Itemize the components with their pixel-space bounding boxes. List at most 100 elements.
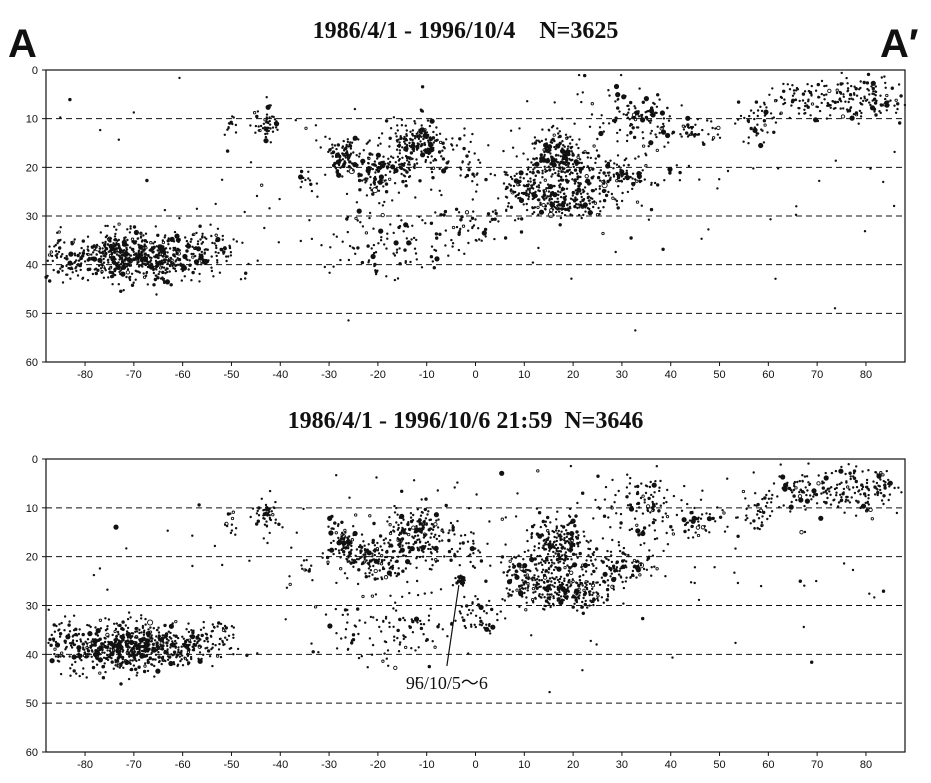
hypocenter-point <box>228 122 231 126</box>
hypocenter-point <box>392 549 395 553</box>
hypocenter-point <box>122 289 125 292</box>
hypocenter-point <box>87 655 90 658</box>
hypocenter-point <box>558 601 562 605</box>
x-tick-label: 30 <box>616 369 628 381</box>
hypocenter-point <box>647 496 651 501</box>
hypocenter-point <box>336 540 342 546</box>
hypocenter-point <box>173 248 177 251</box>
hypocenter-point <box>411 519 415 522</box>
hypocenter-point <box>171 644 175 648</box>
hypocenter-point <box>307 170 310 173</box>
hypocenter-point <box>773 99 778 103</box>
hypocenter-point <box>141 262 144 265</box>
hypocenter-point <box>845 108 849 111</box>
hypocenter-point <box>273 118 277 121</box>
hypocenter-point <box>610 560 614 564</box>
hypocenter-point <box>110 253 114 256</box>
hypocenter-point <box>377 136 381 140</box>
hypocenter-point <box>456 550 459 553</box>
hypocenter-point <box>772 130 776 134</box>
hypocenter-point <box>174 619 178 624</box>
hypocenter-point <box>474 595 477 598</box>
hypocenter-point <box>129 635 133 639</box>
hypocenter-point <box>536 582 539 585</box>
hypocenter-point <box>792 89 796 92</box>
hypocenter-point <box>384 190 389 194</box>
hypocenter-point <box>59 226 62 229</box>
hypocenter-point <box>796 480 799 484</box>
hypocenter-point <box>544 147 547 150</box>
hypocenter-point <box>361 561 365 565</box>
hypocenter-point <box>405 542 408 545</box>
hypocenter-point <box>48 279 52 283</box>
hypocenter-point <box>574 162 579 167</box>
hypocenter-point <box>461 161 464 164</box>
hypocenter-point <box>88 653 91 656</box>
hypocenter-point <box>378 569 381 572</box>
hypocenter-point <box>180 658 183 661</box>
hypocenter-point <box>268 207 271 210</box>
hypocenter-point <box>707 228 710 231</box>
hypocenter-point <box>618 549 622 553</box>
hypocenter-point <box>266 132 269 135</box>
hypocenter-point <box>581 563 585 567</box>
hypocenter-point <box>530 161 533 164</box>
hypocenter-point <box>345 192 349 196</box>
hypocenter-point <box>355 201 359 204</box>
hypocenter-point <box>197 258 201 261</box>
hypocenter-point <box>364 572 367 575</box>
hypocenter-point <box>153 240 157 244</box>
hypocenter-point <box>610 506 614 510</box>
hypocenter-point <box>694 531 697 534</box>
hypocenter-point <box>365 194 369 197</box>
hypocenter-point <box>573 542 576 546</box>
hypocenter-point <box>598 185 601 188</box>
hypocenter-point <box>459 218 463 222</box>
hypocenter-point <box>537 511 542 515</box>
hypocenter-point <box>766 517 769 521</box>
hypocenter-point <box>145 272 148 275</box>
hypocenter-point <box>460 605 464 608</box>
hypocenter-point <box>53 630 57 633</box>
hypocenter-point <box>126 228 129 231</box>
hypocenter-point <box>430 221 434 225</box>
hypocenter-point <box>546 593 549 596</box>
hypocenter-point <box>321 552 324 555</box>
hypocenter-point <box>416 534 420 537</box>
hypocenter-point <box>231 510 235 514</box>
hypocenter-point <box>559 216 563 220</box>
hypocenter-point <box>401 554 405 557</box>
hypocenter-point <box>362 553 365 556</box>
hypocenter-point <box>765 106 768 109</box>
hypocenter-point <box>180 654 184 657</box>
hypocenter-point <box>395 521 398 524</box>
hypocenter-point <box>115 243 118 246</box>
hypocenter-point <box>57 660 61 663</box>
hypocenter-point <box>817 96 820 99</box>
hypocenter-point <box>859 101 862 105</box>
hypocenter-point <box>431 545 434 549</box>
hypocenter-point <box>103 250 107 253</box>
hypocenter-point <box>666 106 669 110</box>
hypocenter-point <box>531 212 534 216</box>
hypocenter-point <box>569 135 572 138</box>
hypocenter-point <box>869 167 872 170</box>
hypocenter-point <box>633 105 636 108</box>
hypocenter-point <box>53 652 56 656</box>
hypocenter-point <box>372 243 376 247</box>
hypocenter-point <box>644 484 648 487</box>
hypocenter-point <box>426 147 430 150</box>
hypocenter-point <box>119 635 123 639</box>
hypocenter-point <box>598 213 601 216</box>
hypocenter-point <box>518 197 525 203</box>
hypocenter-point <box>304 568 308 572</box>
hypocenter-point <box>94 626 97 629</box>
hypocenter-point <box>565 535 568 539</box>
hypocenter-point <box>829 106 832 110</box>
hypocenter-point <box>155 245 158 248</box>
hypocenter-point <box>169 236 175 242</box>
hypocenter-point <box>650 574 653 577</box>
hypocenter-point <box>564 551 568 554</box>
hypocenter-point <box>795 205 798 208</box>
hypocenter-point <box>372 616 375 619</box>
